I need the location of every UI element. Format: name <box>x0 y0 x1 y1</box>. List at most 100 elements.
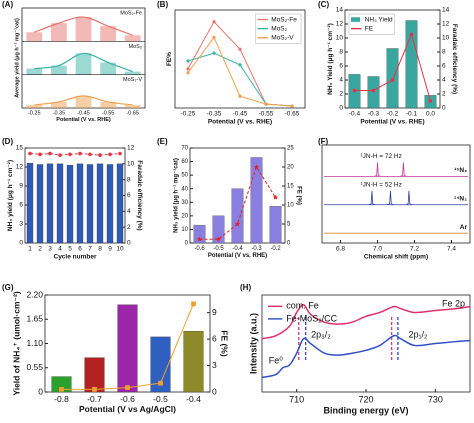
x-tick-label: 720 <box>358 394 373 404</box>
marker <box>409 32 414 37</box>
marker <box>186 67 190 71</box>
bar <box>117 304 138 393</box>
plot-frame <box>174 9 306 109</box>
bar <box>183 331 204 393</box>
x-tick-label: -0.35 <box>207 111 222 118</box>
y2-tick-label: 12 <box>442 21 450 28</box>
y-tick-label: 50 <box>181 173 188 179</box>
peak <box>400 162 407 177</box>
legend-swatch <box>351 17 361 22</box>
panel-label: (B) <box>157 0 168 9</box>
marker <box>264 102 268 106</box>
bar <box>124 71 141 75</box>
annotation: 2p₃/₂ <box>311 329 331 339</box>
bar <box>51 101 67 108</box>
x-tick-label: -0.5 <box>153 394 168 404</box>
legend-label: FE <box>365 25 374 32</box>
legend-label: MoS₂-Fe <box>271 16 297 23</box>
marker <box>212 35 216 40</box>
x-tick-label: -0.8 <box>54 394 69 404</box>
fit-curve <box>34 16 133 36</box>
y2-tick-label: 0 <box>212 386 217 396</box>
y2-tick-label: 0 <box>287 241 291 247</box>
x-tick-label: 10 <box>116 246 124 253</box>
y-tick-label: 30 <box>181 200 188 206</box>
bar <box>212 215 225 244</box>
bar <box>100 62 116 75</box>
marker <box>196 236 203 242</box>
y-tick-label: 20 <box>181 213 188 219</box>
marker <box>59 386 64 392</box>
trace-label: Ar <box>460 224 468 231</box>
y2-tick-label: 9 <box>212 307 217 317</box>
plot-frame <box>321 144 471 244</box>
y2-axis-label: FE (%) <box>295 186 301 205</box>
y2-tick-label: 0 <box>127 240 131 247</box>
x-tick-label: -0.2 <box>270 246 281 252</box>
bar <box>96 163 104 244</box>
x-tick-label: -0.25 <box>28 110 41 116</box>
marker <box>48 151 52 156</box>
marker <box>88 152 92 157</box>
trace-label: ¹⁴N₂ <box>454 195 467 202</box>
bar <box>269 206 282 244</box>
x-tick-label: -0.45 <box>77 110 90 116</box>
panel: (G) -0.8 -0.7 -0.6 -0.5 -0.4 Potential (V vs A… <box>2 283 229 414</box>
x-axis-label: Chemical shift (ppm) <box>364 253 428 260</box>
y-tick-label: 70 <box>181 146 188 152</box>
bar <box>86 164 94 244</box>
y-axis-label: NH₃ yield (μg h⁻¹ cm⁻²) <box>7 160 14 231</box>
x-tick-label: -0.6 <box>194 246 205 252</box>
x-tick-label: 9 <box>108 246 112 253</box>
x-tick-label: -0.55 <box>102 110 115 116</box>
x-tick-label: 7.2 <box>410 246 419 253</box>
bar <box>51 23 67 42</box>
y-tick-label: 10 <box>181 227 188 233</box>
y-tick-label: 40 <box>181 186 188 192</box>
peak <box>405 190 413 206</box>
y-tick-label: 0.55 <box>26 362 43 372</box>
bar <box>51 65 67 75</box>
marker <box>186 59 190 63</box>
marker <box>28 151 32 156</box>
x-tick-label: -0.65 <box>285 111 300 118</box>
x-tick-label: 730 <box>428 394 443 404</box>
x-tick-label: 7.0 <box>373 246 382 253</box>
legend-label: Fe-MoS₂/CC <box>286 313 337 323</box>
bar <box>100 26 116 42</box>
annotation: Fe⁰ <box>269 355 284 365</box>
y2-tick-label: 8 <box>442 49 446 56</box>
y-axis-label: NH₃ Yield (μg h⁻¹ cm⁻²) <box>327 23 334 95</box>
y2-tick-label: 25 <box>287 146 294 152</box>
y-tick-label: 2.20 <box>26 289 43 299</box>
legend-label: NH₃ Yield <box>365 16 393 23</box>
panel-label: (A) <box>2 0 13 9</box>
fit-curve <box>34 95 133 106</box>
y2-axis-label: Faradaic efficiency (%) <box>136 160 143 230</box>
line <box>29 153 121 156</box>
peak <box>374 162 381 177</box>
y-tick-label: 14 <box>336 7 344 14</box>
marker <box>428 99 433 103</box>
y-tick-label: 8 <box>339 49 343 56</box>
panel-label: (E) <box>157 137 168 146</box>
x-axis-label: Binding energy (eV) <box>323 405 408 415</box>
bar <box>100 101 116 108</box>
y-tick-label: 12 <box>336 21 344 28</box>
x-tick-label: -0.7 <box>87 394 102 404</box>
y-axis-label: NH₃ yield (μg h⁻¹ mg⁻¹cat) <box>173 158 180 233</box>
y2-tick-label: 3 <box>212 360 217 370</box>
marker <box>98 153 102 157</box>
bar <box>124 104 141 108</box>
marker <box>352 88 357 93</box>
legend-label: MoS₂-V <box>271 34 294 41</box>
bar <box>76 163 84 244</box>
marker <box>186 71 190 75</box>
marker <box>191 301 196 307</box>
bar <box>26 68 43 75</box>
x-tick-label: -0.65 <box>126 110 139 116</box>
marker <box>92 386 97 392</box>
bar <box>75 17 92 42</box>
x-axis-label: Cycle number <box>54 253 97 260</box>
